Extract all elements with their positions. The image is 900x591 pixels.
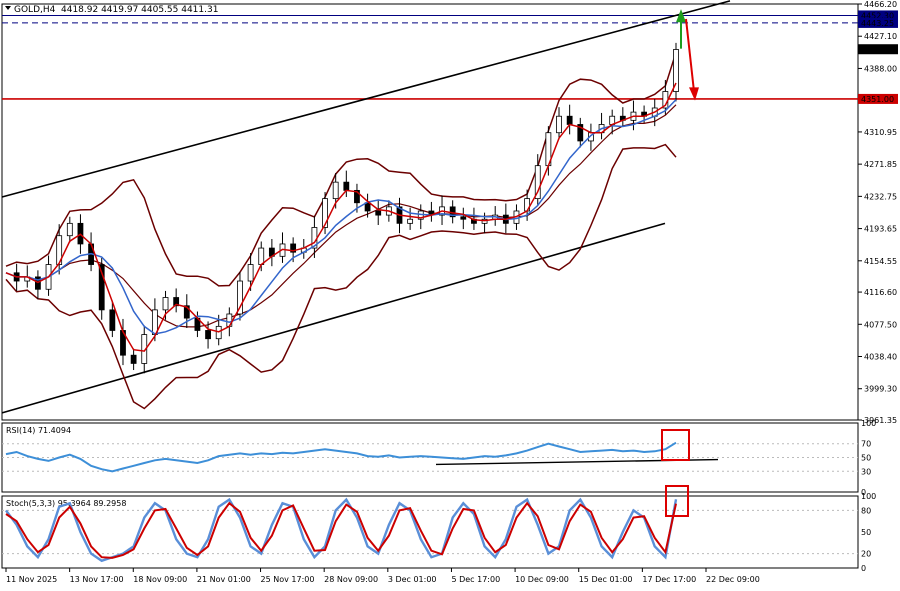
candle-body xyxy=(162,297,169,311)
stoch-tick-label: 50 xyxy=(861,528,871,537)
price-tick-label: 3999.30 xyxy=(864,385,897,394)
candle-body xyxy=(205,330,211,340)
x-tick-label: 22 Dec 09:00 xyxy=(706,575,760,584)
candle-body xyxy=(258,247,265,265)
price-tick-label: 4193.65 xyxy=(864,225,897,234)
price-tick-label: 4388.00 xyxy=(864,64,897,73)
candle-body xyxy=(173,297,180,307)
candle-body xyxy=(364,202,371,212)
price-tick-label: 4038.40 xyxy=(864,353,897,362)
price-tag-text: 4443.25 xyxy=(861,19,894,28)
ohlc-readout: 4418.92 4419.97 4405.55 4411.31 xyxy=(61,5,218,15)
candle-body xyxy=(290,243,297,253)
price-tag-text: 4411.31 xyxy=(861,45,894,54)
stoch-tick-label: 20 xyxy=(861,550,871,559)
candle-body xyxy=(556,115,562,134)
x-tick-label: 5 Dec 17:00 xyxy=(451,575,500,584)
candle-body xyxy=(141,334,148,364)
candle-body xyxy=(183,305,190,319)
candle-body xyxy=(98,264,105,311)
rsi-tick-label: 100 xyxy=(861,419,876,428)
candle-body xyxy=(66,222,73,237)
up-arrow-icon xyxy=(676,9,686,23)
down-arrow-shaft xyxy=(685,18,695,92)
stoch-highlight-box xyxy=(665,485,689,517)
rsi-title: RSI(14) 71.4094 xyxy=(6,426,71,435)
channel-upper-line xyxy=(1,0,731,198)
price-tag-text: 4351.00 xyxy=(861,95,894,104)
candle-body xyxy=(407,218,414,224)
rsi-tick-label: 50 xyxy=(861,454,871,463)
stoch-tick-label: 100 xyxy=(861,492,876,501)
price-tag xyxy=(858,10,898,21)
x-tick-label: 28 Nov 09:00 xyxy=(324,575,378,584)
x-tick-label: 10 Dec 09:00 xyxy=(515,575,569,584)
x-tick-label: 21 Nov 01:00 xyxy=(197,575,251,584)
candle-body xyxy=(354,189,360,204)
rsi-line xyxy=(5,441,677,473)
x-tick-label: 18 Nov 09:00 xyxy=(133,575,187,584)
price-tag xyxy=(858,93,898,104)
x-tick-label: 11 Nov 2025 xyxy=(6,575,57,584)
candle-body xyxy=(460,216,467,220)
price-tag xyxy=(858,17,898,28)
price-tick-label: 4154.55 xyxy=(864,257,897,266)
price-tick-label: 4077.50 xyxy=(864,320,897,329)
candle-body xyxy=(247,264,254,282)
candle-body xyxy=(130,354,137,364)
bollinger-upper xyxy=(5,52,677,287)
price-tick-label: 4271.85 xyxy=(864,160,897,169)
symbol-label: GOLD,H4 xyxy=(14,5,56,15)
stoch-main-line xyxy=(5,497,678,563)
price-tick-label: 4310.95 xyxy=(864,128,897,137)
price-tick-label: 4466.20 xyxy=(864,0,897,9)
moving-average-fast xyxy=(5,82,677,352)
candle-body xyxy=(534,165,541,200)
candle-body xyxy=(332,181,339,200)
price-tick-label: 4232.75 xyxy=(864,192,897,201)
stoch-tick-label: 0 xyxy=(861,564,866,573)
channel-lower-line xyxy=(1,222,666,414)
rsi-highlight-box xyxy=(661,429,690,461)
x-tick-label: 25 Nov 17:00 xyxy=(261,575,315,584)
triangle-down-icon xyxy=(5,6,11,10)
x-tick-label: 17 Dec 17:00 xyxy=(642,575,696,584)
rsi-tick-label: 70 xyxy=(861,440,871,449)
price-tag-text: 4452.30 xyxy=(861,11,894,20)
down-arrow-icon xyxy=(689,87,699,101)
stoch-panel-frame xyxy=(1,495,859,569)
price-tick-label: 4427.10 xyxy=(864,32,897,41)
rsi-tick-label: 30 xyxy=(861,467,871,476)
price-panel-frame xyxy=(1,3,859,421)
candle-body xyxy=(56,235,63,265)
candle-body xyxy=(673,49,679,92)
candle-body xyxy=(343,181,350,191)
x-tick-label: 13 Nov 17:00 xyxy=(70,575,124,584)
price-tick-label: 4116.60 xyxy=(864,288,897,297)
candle-body xyxy=(322,198,328,228)
bollinger-lower xyxy=(5,143,677,410)
bollinger-middle xyxy=(5,104,677,328)
stoch-signal-line xyxy=(5,501,677,559)
candle-body xyxy=(577,124,584,142)
x-tick-label: 15 Dec 01:00 xyxy=(579,575,633,584)
x-tick-label: 3 Dec 01:00 xyxy=(388,575,437,584)
candle-body xyxy=(566,115,573,125)
stoch-tick-label: 80 xyxy=(861,506,871,515)
candle-body xyxy=(237,280,243,315)
price-tag xyxy=(858,44,898,55)
candle-body xyxy=(375,210,382,216)
moving-average-slow xyxy=(5,99,677,335)
candle-body xyxy=(109,309,116,331)
rsi-tick-label: 0 xyxy=(861,488,866,497)
price-tick-label: 3961.35 xyxy=(864,416,897,425)
